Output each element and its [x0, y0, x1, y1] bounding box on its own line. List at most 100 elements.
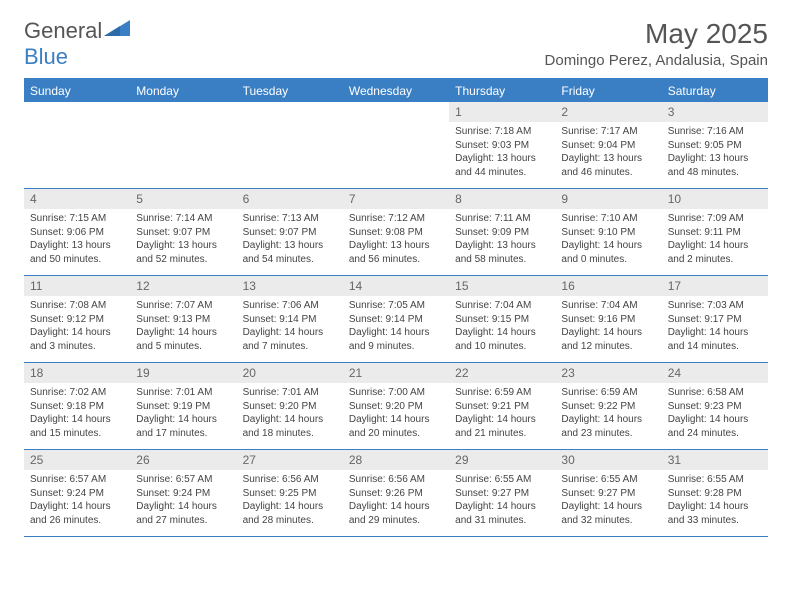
day-number: 26: [130, 450, 236, 470]
day-header-cell: Sunday: [24, 80, 130, 102]
sunrise-text: Sunrise: 7:08 AM: [30, 299, 124, 313]
day-number: 4: [24, 189, 130, 209]
day-body: Sunrise: 7:03 AMSunset: 9:17 PMDaylight:…: [662, 298, 768, 357]
day-cell: 6Sunrise: 7:13 AMSunset: 9:07 PMDaylight…: [237, 189, 343, 275]
day-number: 21: [343, 363, 449, 383]
day-cell: 31Sunrise: 6:55 AMSunset: 9:28 PMDayligh…: [662, 450, 768, 536]
sunrise-text: Sunrise: 7:13 AM: [243, 212, 337, 226]
daylight-text: Daylight: 14 hours and 2 minutes.: [668, 239, 762, 266]
daylight-text: Daylight: 14 hours and 9 minutes.: [349, 326, 443, 353]
day-cell: 12Sunrise: 7:07 AMSunset: 9:13 PMDayligh…: [130, 276, 236, 362]
day-number: 19: [130, 363, 236, 383]
day-cell: 18Sunrise: 7:02 AMSunset: 9:18 PMDayligh…: [24, 363, 130, 449]
day-cell: 19 Sunrise: 7:01 AMSunset: 9:19 PMDayligh…: [130, 363, 236, 449]
sunrise-text: Sunrise: 7:09 AM: [668, 212, 762, 226]
calendar-document: General Blue May 2025 Domingo Perez, And…: [0, 0, 792, 555]
sunset-text: Sunset: 9:18 PM: [30, 400, 124, 414]
sunset-text: Sunset: 9:26 PM: [349, 487, 443, 501]
sunset-text: Sunset: 9:27 PM: [455, 487, 549, 501]
sunrise-text: Sunrise: 6:56 AM: [243, 473, 337, 487]
daylight-text: Daylight: 14 hours and 18 minutes.: [243, 413, 337, 440]
calendar: SundayMondayTuesdayWednesdayThursdayFrid…: [24, 78, 768, 537]
sunrise-text: Sunrise: 6:56 AM: [349, 473, 443, 487]
day-number: 5: [130, 189, 236, 209]
day-number: 30: [555, 450, 661, 470]
sunrise-text: Sunrise: 7:01 AM: [243, 386, 337, 400]
day-number: 9: [555, 189, 661, 209]
day-number: 29: [449, 450, 555, 470]
day-number: 7: [343, 189, 449, 209]
day-header-cell: Monday: [130, 80, 236, 102]
day-body: Sunrise: 6:55 AMSunset: 9:27 PMDaylight:…: [449, 472, 555, 531]
weeks-container: 1Sunrise: 7:18 AMSunset: 9:03 PMDaylight…: [24, 102, 768, 537]
day-cell: 23Sunrise: 6:59 AMSunset: 9:22 PMDayligh…: [555, 363, 661, 449]
day-body: Sunrise: 6:57 AMSunset: 9:24 PMDaylight:…: [24, 472, 130, 531]
day-body: Sunrise: 7:01 AMSunset: 9:20 PMDaylight:…: [237, 385, 343, 444]
sunrise-text: Sunrise: 7:07 AM: [136, 299, 230, 313]
day-header-cell: Friday: [555, 80, 661, 102]
daylight-text: Daylight: 14 hours and 12 minutes.: [561, 326, 655, 353]
day-number: 17: [662, 276, 768, 296]
sunrise-text: Sunrise: 7:06 AM: [243, 299, 337, 313]
day-body: Sunrise: 7:04 AMSunset: 9:16 PMDaylight:…: [555, 298, 661, 357]
sunrise-text: Sunrise: 7:16 AM: [668, 125, 762, 139]
sunrise-text: Sunrise: 7:15 AM: [30, 212, 124, 226]
sunset-text: Sunset: 9:25 PM: [243, 487, 337, 501]
sunset-text: Sunset: 9:03 PM: [455, 139, 549, 153]
sunset-text: Sunset: 9:16 PM: [561, 313, 655, 327]
sunset-text: Sunset: 9:13 PM: [136, 313, 230, 327]
daylight-text: Daylight: 14 hours and 17 minutes.: [136, 413, 230, 440]
daylight-text: Daylight: 13 hours and 58 minutes.: [455, 239, 549, 266]
day-cell: 3Sunrise: 7:16 AMSunset: 9:05 PMDaylight…: [662, 102, 768, 188]
day-cell: 1Sunrise: 7:18 AMSunset: 9:03 PMDaylight…: [449, 102, 555, 188]
sunset-text: Sunset: 9:20 PM: [243, 400, 337, 414]
daylight-text: Daylight: 13 hours and 56 minutes.: [349, 239, 443, 266]
day-number: 28: [343, 450, 449, 470]
sunset-text: Sunset: 9:20 PM: [349, 400, 443, 414]
day-body: Sunrise: 7:13 AMSunset: 9:07 PMDaylight:…: [237, 211, 343, 270]
day-cell: 9Sunrise: 7:10 AMSunset: 9:10 PMDaylight…: [555, 189, 661, 275]
logo: General Blue: [24, 18, 130, 70]
header: General Blue May 2025 Domingo Perez, And…: [24, 18, 768, 70]
day-body: Sunrise: 6:58 AMSunset: 9:23 PMDaylight:…: [662, 385, 768, 444]
day-number: 8: [449, 189, 555, 209]
daylight-text: Daylight: 14 hours and 20 minutes.: [349, 413, 443, 440]
day-cell: 13Sunrise: 7:06 AMSunset: 9:14 PMDayligh…: [237, 276, 343, 362]
day-cell: 24Sunrise: 6:58 AMSunset: 9:23 PMDayligh…: [662, 363, 768, 449]
day-body: Sunrise: 6:57 AMSunset: 9:24 PMDaylight:…: [130, 472, 236, 531]
empty-cell: [237, 102, 343, 188]
logo-word-2: Blue: [24, 44, 68, 69]
sunrise-text: Sunrise: 7:11 AM: [455, 212, 549, 226]
day-number: 1: [449, 102, 555, 122]
day-body: Sunrise: 7:06 AMSunset: 9:14 PMDaylight:…: [237, 298, 343, 357]
sunrise-text: Sunrise: 7:14 AM: [136, 212, 230, 226]
sunrise-text: Sunrise: 6:57 AM: [136, 473, 230, 487]
sunrise-text: Sunrise: 6:55 AM: [561, 473, 655, 487]
day-cell: 26Sunrise: 6:57 AMSunset: 9:24 PMDayligh…: [130, 450, 236, 536]
day-header-row: SundayMondayTuesdayWednesdayThursdayFrid…: [24, 80, 768, 102]
week-row: 25Sunrise: 6:57 AMSunset: 9:24 PMDayligh…: [24, 450, 768, 537]
logo-text: General Blue: [24, 18, 130, 70]
day-body: Sunrise: 7:10 AMSunset: 9:10 PMDaylight:…: [555, 211, 661, 270]
day-cell: 25Sunrise: 6:57 AMSunset: 9:24 PMDayligh…: [24, 450, 130, 536]
day-body: Sunrise: 6:55 AMSunset: 9:28 PMDaylight:…: [662, 472, 768, 531]
sunrise-text: Sunrise: 7:01 AM: [136, 386, 230, 400]
sunset-text: Sunset: 9:19 PM: [136, 400, 230, 414]
sunset-text: Sunset: 9:14 PM: [349, 313, 443, 327]
daylight-text: Daylight: 14 hours and 29 minutes.: [349, 500, 443, 527]
day-cell: 20Sunrise: 7:01 AMSunset: 9:20 PMDayligh…: [237, 363, 343, 449]
day-cell: 4Sunrise: 7:15 AMSunset: 9:06 PMDaylight…: [24, 189, 130, 275]
day-number: 12: [130, 276, 236, 296]
day-body: Sunrise: 7:09 AMSunset: 9:11 PMDaylight:…: [662, 211, 768, 270]
day-body: Sunrise: 7:11 AMSunset: 9:09 PMDaylight:…: [449, 211, 555, 270]
day-cell: 16Sunrise: 7:04 AMSunset: 9:16 PMDayligh…: [555, 276, 661, 362]
week-row: 18Sunrise: 7:02 AMSunset: 9:18 PMDayligh…: [24, 363, 768, 450]
day-body: Sunrise: 7:08 AMSunset: 9:12 PMDaylight:…: [24, 298, 130, 357]
day-cell: 21Sunrise: 7:00 AMSunset: 9:20 PMDayligh…: [343, 363, 449, 449]
day-cell: 22Sunrise: 6:59 AMSunset: 9:21 PMDayligh…: [449, 363, 555, 449]
daylight-text: Daylight: 14 hours and 15 minutes.: [30, 413, 124, 440]
sunrise-text: Sunrise: 6:59 AM: [455, 386, 549, 400]
sunset-text: Sunset: 9:12 PM: [30, 313, 124, 327]
day-body: Sunrise: 7:16 AMSunset: 9:05 PMDaylight:…: [662, 124, 768, 183]
sunrise-text: Sunrise: 6:55 AM: [455, 473, 549, 487]
